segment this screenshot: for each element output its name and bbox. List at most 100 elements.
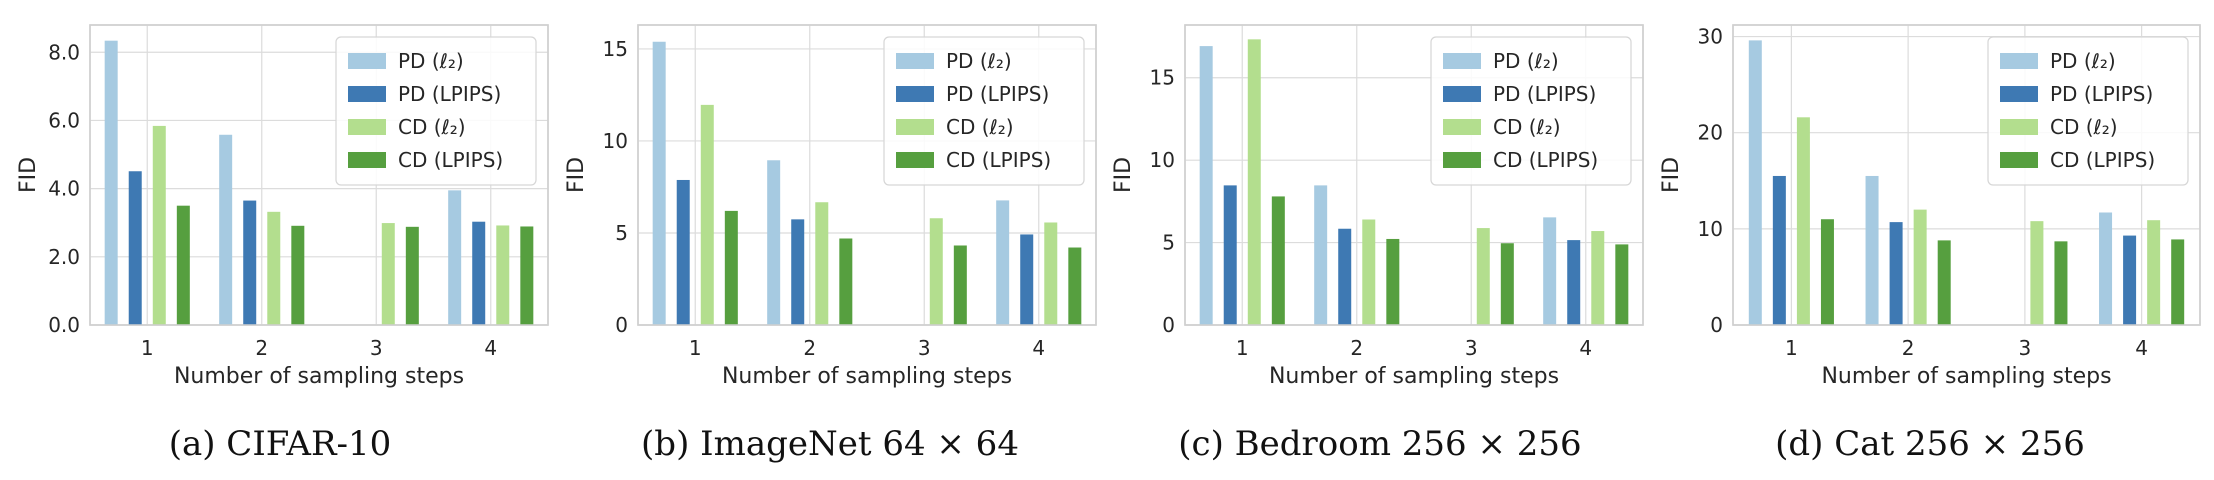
y-tick-label: 0.0 <box>48 313 80 337</box>
legend-label-2: PD (LPIPS) <box>946 82 1049 106</box>
x-tick-label: 1 <box>1785 336 1798 360</box>
bar-2-cat-2 <box>1889 222 1903 325</box>
legend-swatch-1 <box>348 53 386 69</box>
plot-frame <box>1184 24 1644 326</box>
x-tick-label: 4 <box>1579 336 1592 360</box>
y-tick-label: 0 <box>615 313 628 337</box>
legend-swatch-4 <box>348 152 386 168</box>
plot-frame <box>89 24 549 326</box>
legend-label-1: PD (ℓ₂) <box>2050 49 2116 73</box>
legend-swatch-1 <box>896 53 934 69</box>
legend-swatch-2 <box>348 86 386 102</box>
legend-label-4: CD (LPIPS) <box>398 148 503 172</box>
bar-1-cat-4 <box>1543 217 1557 325</box>
bar-2-cat-4 <box>472 221 486 325</box>
legend-swatch-1 <box>2000 53 2038 69</box>
legend: PD (ℓ₂) PD (LPIPS) CD (ℓ₂) CD (LPIPS) <box>1987 36 2189 186</box>
bar-3-cat-2 <box>1362 219 1376 325</box>
y-tick-label: 8.0 <box>48 40 80 64</box>
legend-box <box>883 36 1085 186</box>
bar-4-cat-2 <box>1937 240 1951 325</box>
bar-4-cat-4 <box>520 226 534 325</box>
legend-label-3: CD (ℓ₂) <box>2050 115 2118 139</box>
y-tick-label: 10 <box>1150 148 1175 172</box>
bar-1-cat-1 <box>1748 40 1762 326</box>
bar-1-cat-2 <box>219 134 233 325</box>
x-tick-label: 2 <box>255 336 268 360</box>
legend-box <box>335 36 537 186</box>
x-tick-label: 2 <box>1902 336 1915 360</box>
y-tick-label: 30 <box>1698 25 1723 49</box>
bar-3-cat-3 <box>381 223 395 325</box>
bar-1-cat-4 <box>448 190 462 325</box>
legend-label-4: CD (LPIPS) <box>1493 148 1598 172</box>
bar-4-cat-3 <box>2054 241 2068 325</box>
y-axis-label: FID <box>1111 157 1136 193</box>
legend-swatch-3 <box>348 119 386 135</box>
x-tick-label: 2 <box>803 336 816 360</box>
legend-label-3: CD (ℓ₂) <box>1493 115 1561 139</box>
legend-label-2: PD (LPIPS) <box>398 82 501 106</box>
legend-box <box>1987 36 2189 186</box>
legend-label-2: PD (LPIPS) <box>2050 82 2153 106</box>
chart-panel-4: 0 10 20 30 1 2 3 4 Number of sampling steps FID PD… <box>1659 24 2201 464</box>
panel-caption: (d) Cat 256 × 256 <box>1775 424 2085 464</box>
legend: PD (ℓ₂) PD (LPIPS) CD (ℓ₂) CD (LPIPS) <box>335 36 537 186</box>
legend-swatch-3 <box>1443 119 1481 135</box>
bar-4-cat-4 <box>2171 239 2185 325</box>
legend-swatch-1 <box>1443 53 1481 69</box>
y-axis-label: FID <box>564 157 589 193</box>
legend-swatch-3 <box>2000 119 2038 135</box>
y-tick-label: 10 <box>1698 217 1723 241</box>
bar-3-cat-3 <box>929 218 943 325</box>
legend-box <box>1430 36 1632 186</box>
panel-caption: (c) Bedroom 256 × 256 <box>1178 424 1581 464</box>
y-tick-label: 20 <box>1698 121 1723 145</box>
x-axis-label: Number of sampling steps <box>722 364 1012 389</box>
y-tick-label: 4.0 <box>48 177 80 201</box>
bar-4-cat-3 <box>953 245 967 325</box>
bar-4-cat-1 <box>1271 196 1285 325</box>
bar-2-cat-1 <box>1772 175 1786 325</box>
plot-frame <box>637 24 1097 326</box>
bar-3-cat-4 <box>2147 220 2161 325</box>
x-tick-label: 2 <box>1350 336 1363 360</box>
legend: PD (ℓ₂) PD (LPIPS) CD (ℓ₂) CD (LPIPS) <box>883 36 1085 186</box>
legend-label-1: PD (ℓ₂) <box>946 49 1012 73</box>
bar-4-cat-2 <box>1386 238 1400 325</box>
y-tick-label: 10 <box>603 129 628 153</box>
legend-label-4: CD (LPIPS) <box>946 148 1051 172</box>
legend-label-1: PD (ℓ₂) <box>1493 49 1559 73</box>
y-tick-label: 0 <box>1162 313 1175 337</box>
x-tick-label: 1 <box>689 336 702 360</box>
bar-3-cat-2 <box>1913 209 1927 325</box>
legend-swatch-3 <box>896 119 934 135</box>
legend-swatch-2 <box>1443 86 1481 102</box>
bar-4-cat-1 <box>1820 219 1834 325</box>
bar-2-cat-2 <box>243 200 257 325</box>
bar-1-cat-4 <box>996 200 1010 325</box>
bar-3-cat-1 <box>1247 39 1261 325</box>
legend-swatch-4 <box>896 152 934 168</box>
bar-2-cat-4 <box>1020 234 1034 325</box>
bar-3-cat-2 <box>267 211 281 325</box>
y-tick-label: 15 <box>1150 66 1175 90</box>
bar-4-cat-1 <box>724 210 738 325</box>
bar-4-cat-4 <box>1068 247 1082 325</box>
bar-1-cat-2 <box>767 160 781 325</box>
panel-caption: (b) ImageNet 64 × 64 <box>641 424 1019 464</box>
bar-3-cat-4 <box>496 225 510 325</box>
bar-2-cat-4 <box>2123 235 2137 325</box>
legend-label-2: PD (LPIPS) <box>1493 82 1596 106</box>
y-tick-label: 6.0 <box>48 108 80 132</box>
x-tick-label: 4 <box>484 336 497 360</box>
legend-label-3: CD (ℓ₂) <box>398 115 466 139</box>
bar-1-cat-1 <box>1199 46 1213 325</box>
bar-3-cat-1 <box>1796 117 1810 325</box>
x-axis-label: Number of sampling steps <box>1269 364 1559 389</box>
bar-2-cat-1 <box>676 179 690 325</box>
legend: PD (ℓ₂) PD (LPIPS) CD (ℓ₂) CD (LPIPS) <box>1430 36 1632 186</box>
legend-label-4: CD (LPIPS) <box>2050 148 2155 172</box>
bar-3-cat-3 <box>1476 228 1490 325</box>
